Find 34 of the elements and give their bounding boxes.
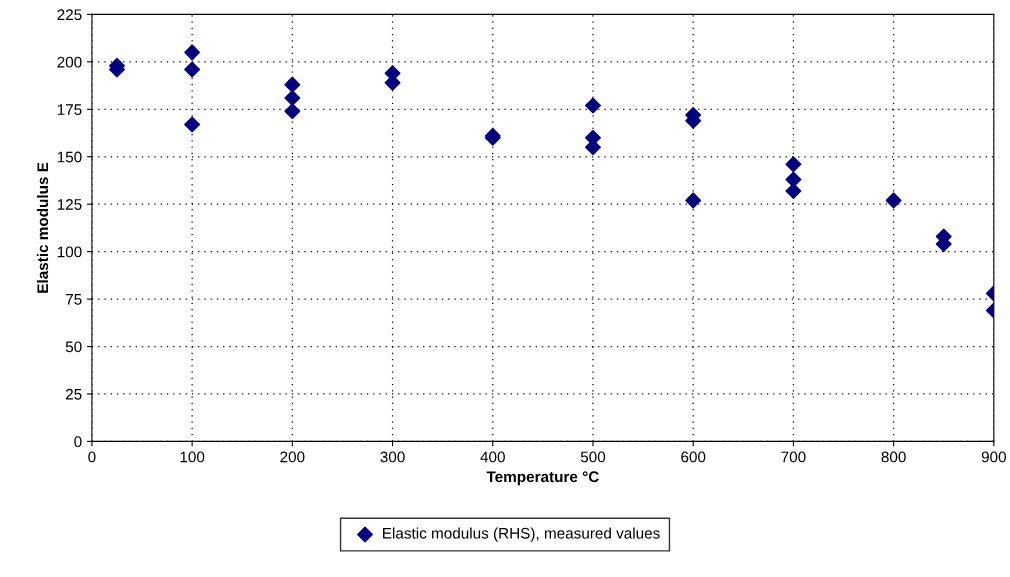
x-tick-label: 900 — [981, 451, 1006, 463]
y-tick-label: 200 — [57, 56, 82, 68]
x-tick-label: 800 — [881, 451, 906, 463]
point — [585, 97, 601, 114]
point — [885, 192, 902, 209]
x-tick-label: 200 — [280, 451, 305, 463]
y-axis-title: Elastic modulus E — [36, 162, 49, 293]
y-tick-label: 175 — [57, 104, 82, 115]
y-tick-label: 50 — [65, 341, 82, 353]
point — [184, 44, 201, 61]
y-tick-label: 150 — [57, 151, 82, 163]
x-tick-label: 0 — [88, 451, 96, 463]
x-tick-label: 100 — [180, 451, 205, 463]
x-tick-label: 400 — [480, 451, 505, 463]
x-tick-label: 600 — [681, 451, 706, 463]
point — [785, 156, 802, 173]
point — [184, 61, 201, 78]
x-tick-label: 700 — [781, 451, 806, 463]
y-tick-label: 75 — [65, 294, 82, 305]
point — [685, 192, 702, 209]
y-tick-label: 225 — [57, 9, 82, 21]
point — [284, 89, 301, 106]
y-tick-label: 125 — [57, 199, 82, 210]
y-tick-label: 25 — [65, 388, 82, 400]
y-tick-label: 0 — [74, 436, 82, 448]
point — [284, 103, 301, 120]
x-axis-title: Temperature °C — [486, 471, 599, 486]
x-tick-label: 500 — [580, 451, 606, 463]
point — [184, 116, 201, 133]
y-tick-label: 100 — [57, 246, 82, 258]
point — [785, 171, 802, 188]
point — [284, 76, 301, 93]
x-tick-label: 300 — [380, 451, 405, 463]
legend-label: Elastic modulus (RHS), measured values — [383, 527, 660, 542]
